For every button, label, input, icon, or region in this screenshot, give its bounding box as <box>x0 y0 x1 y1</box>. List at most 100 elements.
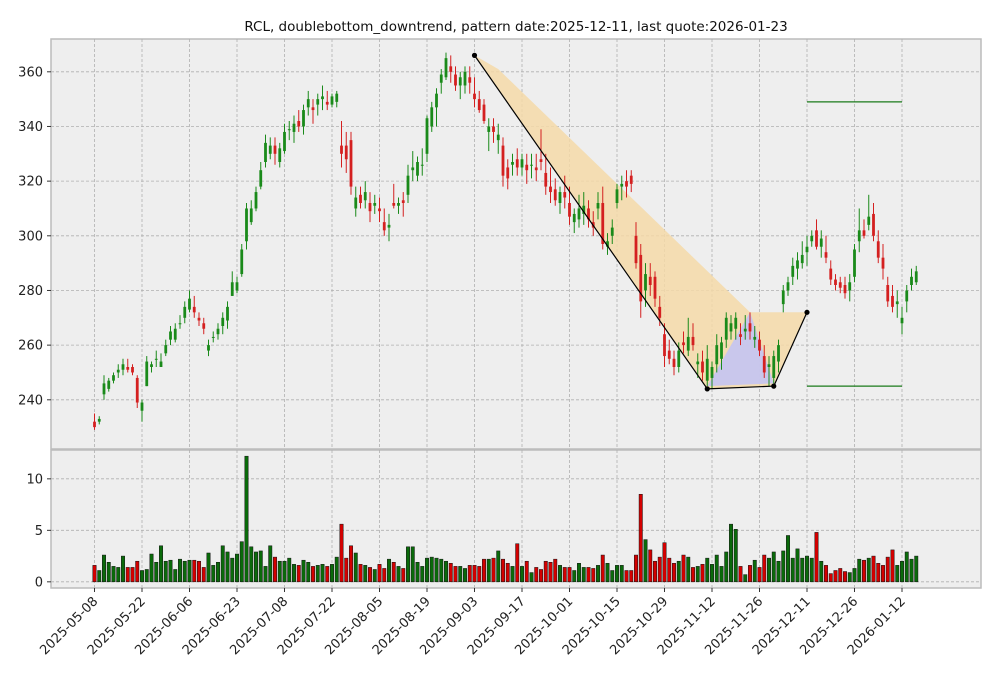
volume-bar <box>624 570 629 583</box>
candle-body <box>416 162 419 176</box>
volume-bar <box>909 558 914 583</box>
candle-body <box>363 192 367 201</box>
volume-bar <box>520 566 524 583</box>
pattern-point <box>804 309 810 315</box>
pattern-triangle <box>707 312 774 387</box>
volume-bar <box>729 523 733 583</box>
candle-body <box>534 167 538 171</box>
volume-bar <box>258 550 263 583</box>
volume-bar <box>600 554 605 583</box>
volume-bar <box>629 570 634 583</box>
volume-bar <box>211 565 216 583</box>
volume-bar <box>268 545 273 583</box>
candle-body <box>259 170 263 187</box>
date-axis: 2025-05-082025-05-222025-06-062025-06-23… <box>37 588 909 658</box>
candle-body <box>520 159 524 168</box>
candle-body <box>639 254 643 302</box>
candle-body <box>914 271 918 283</box>
volume-bar <box>382 568 387 583</box>
candle-body <box>306 99 310 108</box>
volume-bar <box>330 564 334 583</box>
volume-bar <box>852 568 857 583</box>
volume-bar <box>377 564 382 583</box>
volume-bar <box>648 549 653 583</box>
volume-bar <box>163 560 168 583</box>
candle-body <box>278 148 282 162</box>
volume-bar <box>543 560 548 583</box>
candle-body <box>648 276 652 285</box>
volume-bar <box>757 567 762 583</box>
candle-body <box>340 145 343 154</box>
candle-body <box>159 361 163 367</box>
pattern-line <box>474 55 808 390</box>
volume-bar <box>638 494 643 583</box>
volume-bar <box>439 558 444 583</box>
volume-bar <box>667 557 672 583</box>
candle-body <box>164 345 168 354</box>
candle-body <box>867 216 871 225</box>
candle-body <box>344 145 348 160</box>
candle-body <box>145 361 149 387</box>
volume-bar <box>97 570 102 583</box>
candle-body <box>501 145 505 176</box>
volume-bar <box>843 571 847 583</box>
volume-bar <box>149 553 154 583</box>
volume-bar <box>572 570 577 583</box>
candle-body <box>335 93 339 102</box>
volume-bar <box>287 557 292 583</box>
volume-bar <box>121 555 125 583</box>
candle-body <box>525 164 529 171</box>
volume-bar <box>904 551 909 583</box>
price-panel: 240 260 280 300 320 340 360 <box>18 38 982 450</box>
volume-bar <box>605 563 610 583</box>
candle-body <box>848 282 852 291</box>
candle-body <box>724 317 728 340</box>
candle-body <box>283 131 286 152</box>
candle-body <box>653 276 657 299</box>
candle-body <box>273 145 277 154</box>
volume-tick-label: 10 <box>26 472 43 487</box>
candle-body <box>188 298 191 310</box>
price-tick-label: 360 <box>18 65 43 80</box>
volume-bar <box>273 556 277 583</box>
volume-bar <box>349 545 353 583</box>
candle-body <box>800 254 804 264</box>
volume-bar <box>790 557 795 583</box>
volume-bar <box>643 539 648 583</box>
volume-bar <box>662 542 667 583</box>
candle-body <box>354 197 358 209</box>
volume-bar <box>876 563 881 583</box>
candle-body <box>401 200 405 203</box>
candle-body <box>715 345 719 365</box>
candle-body <box>810 235 814 242</box>
volume-bar <box>700 564 705 583</box>
candle-body <box>587 208 590 220</box>
candle-body <box>891 295 894 307</box>
volume-bar <box>615 565 619 583</box>
candle-body <box>734 317 738 329</box>
volume-bar <box>885 556 890 583</box>
candle-body <box>553 189 557 201</box>
candle-body <box>829 268 833 280</box>
candle-body <box>492 126 495 132</box>
volume-bar <box>353 552 358 583</box>
candle-body <box>169 331 172 340</box>
candle-body <box>686 336 690 351</box>
candle-body <box>577 208 581 220</box>
candle-body <box>302 110 305 127</box>
pattern-overlay <box>474 55 902 389</box>
volume-bar <box>676 560 681 583</box>
volume-bar <box>776 560 781 583</box>
volume-bar <box>415 562 420 583</box>
price-tick-label: 240 <box>18 393 43 408</box>
candle-body <box>824 252 828 258</box>
volume-bar <box>762 554 767 583</box>
candle-body <box>439 74 443 83</box>
volume-bar <box>320 564 325 583</box>
candle-body <box>606 241 609 247</box>
volume-bar <box>477 566 482 583</box>
candle-body <box>454 74 457 86</box>
candle-body <box>311 107 315 111</box>
candle-body <box>316 99 320 105</box>
candle-body <box>672 358 676 367</box>
